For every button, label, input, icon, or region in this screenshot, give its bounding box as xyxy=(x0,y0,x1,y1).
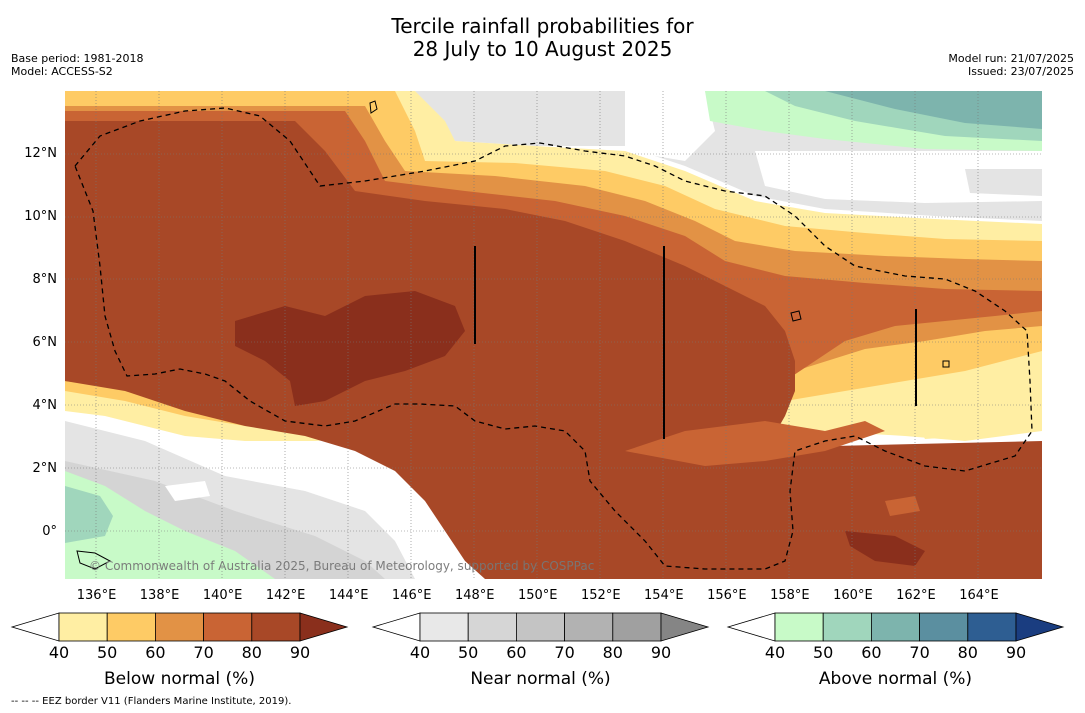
eez-borders xyxy=(74,107,1033,570)
lon-tick-label: 162°E xyxy=(896,588,936,603)
lon-tick-label: 156°E xyxy=(707,588,747,603)
rainfall-probability-map xyxy=(65,91,1042,579)
legend-swatch xyxy=(822,612,872,642)
legend-colorbars xyxy=(10,612,1065,642)
island-chains xyxy=(474,246,917,439)
legend-tick-label: 80 xyxy=(241,643,262,662)
base-period-text: Base period: 1981-2018 xyxy=(11,52,144,65)
title-line-2: 28 July to 10 August 2025 xyxy=(412,37,673,61)
legend-swatch xyxy=(612,612,662,642)
lon-tick-label: 160°E xyxy=(833,588,873,603)
legend-tick-label: 70 xyxy=(193,643,214,662)
legend-swatch xyxy=(564,612,614,642)
legend-swatch xyxy=(871,612,921,642)
legend-tick-label: 40 xyxy=(764,643,786,662)
legend-colorbar xyxy=(10,612,349,642)
legend-swatch xyxy=(203,612,253,642)
legend-title: Above normal (%) xyxy=(818,669,973,689)
legend-high-extension xyxy=(299,612,349,642)
model-run-text: Model run: 21/07/2025 xyxy=(948,52,1074,65)
map-title: Tercile rainfall probabilities for 28 Ju… xyxy=(0,15,1085,61)
lon-tick-label: 148°E xyxy=(454,588,495,603)
lon-tick-label: 140°E xyxy=(202,588,243,603)
meta-right: Model run: 21/07/2025 Issued: 23/07/2025 xyxy=(948,52,1074,78)
lon-tick-label: 154°E xyxy=(644,588,684,603)
legend-tick-label: 80 xyxy=(602,643,623,662)
legend-tick-label: 50 xyxy=(97,643,118,662)
legend-tick-label: 60 xyxy=(145,643,166,662)
legend-swatch xyxy=(516,612,566,642)
lon-tick-label: 138°E xyxy=(139,588,180,603)
legend-swatch xyxy=(467,612,517,642)
legend-tick-label: 40 xyxy=(48,643,70,662)
probability-fields xyxy=(65,91,1042,579)
legend-tick-label: 70 xyxy=(554,643,575,662)
lon-tick-label: 144°E xyxy=(328,588,369,603)
legend-low-extension xyxy=(10,612,60,642)
lat-tick-label: 0° xyxy=(42,523,57,539)
legend-tick-label: 50 xyxy=(813,643,834,662)
lon-tick-label: 158°E xyxy=(770,588,810,603)
lon-tick-label: 136°E xyxy=(76,588,117,603)
lat-tick-label: 6°N xyxy=(32,334,58,350)
legend-tick-label: 80 xyxy=(957,643,978,662)
graticule xyxy=(65,91,1042,579)
legend-title: Near normal (%) xyxy=(470,669,611,689)
legend-title: Below normal (%) xyxy=(104,669,255,689)
copyright-text: © Commonwealth of Australia 2025, Bureau… xyxy=(89,559,595,573)
legend-swatch xyxy=(774,612,824,642)
legend-high-extension xyxy=(1015,612,1065,642)
lon-tick-label: 150°E xyxy=(517,588,558,603)
model-text: Model: ACCESS-S2 xyxy=(11,65,113,78)
lon-tick-label: 146°E xyxy=(391,588,432,603)
legend-tick-label: 90 xyxy=(289,643,311,662)
issued-text: Issued: 23/07/2025 xyxy=(967,65,1074,78)
lat-tick-label: 10°N xyxy=(24,208,57,224)
lat-tick-label: 8°N xyxy=(32,271,58,287)
legend-colorbar xyxy=(371,612,710,642)
legend-tick-label: 60 xyxy=(861,643,882,662)
legend-low-extension xyxy=(371,612,421,642)
meta-left: Base period: 1981-2018 Model: ACCESS-S2 xyxy=(11,52,143,78)
title-line-1: Tercile rainfall probabilities for xyxy=(391,14,694,38)
legend-swatch xyxy=(919,612,969,642)
legend-swatch xyxy=(967,612,1017,642)
legend-tick-label: 90 xyxy=(1005,643,1027,662)
legend-tick-label: 60 xyxy=(506,643,527,662)
lon-tick-label: 152°E xyxy=(581,588,621,603)
legend-swatch xyxy=(419,612,469,642)
legend-swatch xyxy=(251,612,301,642)
lat-tick-label: 2°N xyxy=(32,460,58,476)
legend-high-extension xyxy=(660,612,710,642)
lat-tick-label: 12°N xyxy=(24,145,57,161)
lat-tick-label: 4°N xyxy=(32,397,58,413)
legend-tick-label: 40 xyxy=(409,643,431,662)
legend-colorbar xyxy=(726,612,1065,642)
legend-swatch xyxy=(154,612,204,642)
lon-tick-label: 142°E xyxy=(265,588,306,603)
legend-tick-label: 50 xyxy=(458,643,479,662)
legend-swatch xyxy=(58,612,108,642)
eez-footnote: -- -- -- EEZ border V11 (Flanders Marine… xyxy=(11,696,292,707)
lon-tick-label: 164°E xyxy=(959,588,999,603)
coastlines xyxy=(76,100,950,570)
legend-tick-label: 70 xyxy=(909,643,930,662)
legend-swatch xyxy=(106,612,156,642)
legend-tick-label: 90 xyxy=(650,643,672,662)
legend-low-extension xyxy=(726,612,776,642)
